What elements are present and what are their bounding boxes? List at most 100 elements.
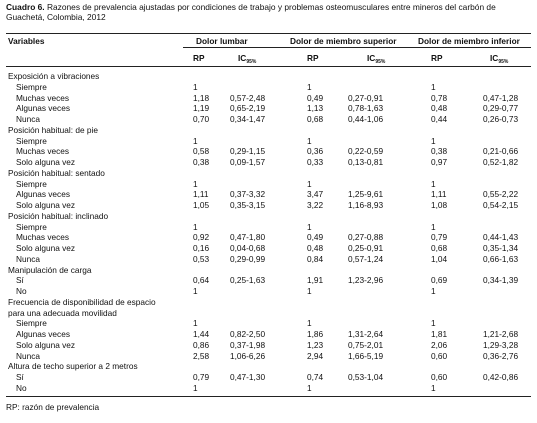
cell: 0,42-0,86	[483, 372, 519, 382]
section-title: Altura de techo superior a 2 metros	[8, 361, 138, 372]
cell: 1,11	[193, 189, 209, 200]
cell: 0,53	[193, 253, 210, 264]
row-label: No	[16, 382, 27, 393]
subheader: IC95%	[490, 53, 509, 65]
cell: 2,94	[307, 350, 324, 361]
cell: 1,06-6,26	[230, 350, 266, 361]
cell: 1	[193, 81, 198, 92]
rule	[6, 395, 531, 397]
cell: 0,34-1,39	[483, 275, 519, 286]
row-label: Nunca	[16, 350, 40, 361]
cell: 0,68	[307, 114, 324, 124]
cell: 0,25-1,63	[230, 275, 266, 286]
row-label: Siempre	[16, 81, 47, 92]
cell: 1,91	[307, 275, 324, 286]
row-label: Nunca	[16, 253, 40, 264]
cell: 1	[307, 221, 312, 232]
group-header: Dolor de miembro inferior	[418, 36, 520, 46]
row-label: Algunas veces	[16, 189, 70, 200]
cell: 0,82-2,50	[230, 329, 266, 339]
cell: 0,60	[431, 372, 448, 382]
cell: 1,31-2,64	[348, 329, 384, 339]
subheader: RP	[431, 53, 443, 63]
cell: 0,44	[431, 114, 448, 124]
cell: 0,55-2,22	[483, 189, 519, 200]
row-label: Nunca	[16, 114, 40, 124]
footnote: RP: razón de prevalencia	[6, 401, 100, 412]
subheader: RP	[193, 53, 205, 63]
subheader: IC95%	[367, 53, 386, 65]
cell: 1	[431, 81, 436, 92]
cell: 1	[307, 382, 312, 393]
cell: 1	[307, 178, 312, 189]
cell: 3,22	[307, 200, 324, 210]
cell: 1,81	[431, 329, 448, 339]
section-title: Posición habitual: inclinado	[8, 210, 109, 221]
cell: 1,05	[193, 200, 210, 210]
subheader: RP	[307, 53, 319, 63]
rule	[183, 47, 531, 48]
section-title: Manipulación de carga	[8, 264, 92, 275]
cell: 0,35-3,15	[230, 200, 266, 210]
cell: 1,11	[431, 189, 447, 200]
rule	[6, 33, 531, 34]
cell: 0,69	[431, 275, 448, 286]
cell: 0,78	[431, 92, 448, 103]
cell: 1	[307, 135, 312, 146]
row-label: Algunas veces	[16, 103, 70, 114]
cell: 1	[431, 135, 436, 146]
cell: 1,86	[307, 329, 324, 339]
cell: 1	[431, 382, 436, 393]
subheader-subscript: 95%	[246, 59, 257, 65]
cell: 0,44-1,06	[348, 114, 384, 124]
cell: 0,13-0,81	[348, 157, 384, 167]
cell: 0,57-2,48	[230, 92, 266, 103]
cell: 1	[307, 81, 312, 92]
cell: 0,48	[431, 103, 448, 114]
subheader-subscript: 95%	[375, 59, 386, 65]
cell: 1	[431, 221, 436, 232]
cell: 0,97	[431, 157, 448, 167]
cell: 0,04-0,68	[230, 243, 266, 253]
cell: 0,47-1,80	[230, 232, 266, 243]
cell: 0,79	[193, 372, 210, 382]
cell: 1	[193, 286, 198, 296]
cell: 0,38	[431, 146, 448, 157]
cell: 0,27-0,88	[348, 232, 384, 243]
group-header: Dolor lumbar	[196, 36, 248, 46]
row-label: Sí	[16, 275, 24, 286]
row-label: Muchas veces	[16, 92, 70, 103]
cell: 0,25-0,91	[348, 243, 384, 253]
cell: 0,09-1,57	[230, 157, 266, 167]
cell: 0,54-2,15	[483, 200, 519, 210]
cell: 0,65-2,19	[230, 103, 266, 114]
row-label: Siempre	[16, 318, 47, 329]
row-label: No	[16, 286, 27, 296]
cell: 0,68	[431, 243, 448, 253]
cell: 1,44	[193, 329, 210, 339]
cell: 0,34-1,47	[230, 114, 266, 124]
cell: 0,26-0,73	[483, 114, 519, 124]
cell: 1,18	[193, 92, 210, 103]
row-label: Siempre	[16, 135, 47, 146]
cell: 0,79	[431, 232, 448, 243]
cell: 1,13	[307, 103, 324, 114]
cell: 0,35-1,34	[483, 243, 519, 253]
cell: 0,49	[307, 232, 324, 243]
cell: 0,86	[193, 339, 210, 350]
cell: 1	[431, 318, 436, 329]
cell: 0,84	[307, 253, 324, 264]
cell: 0,22-0,59	[348, 146, 384, 157]
cell: 1,29-3,28	[483, 339, 519, 350]
caption-title: Razones de prevalencia ajustadas por con…	[6, 2, 496, 22]
row-label: Solo alguna vez	[16, 243, 76, 253]
cell: 3,47	[307, 189, 324, 200]
cell: 0,16	[193, 243, 210, 253]
cell: 1	[193, 318, 198, 329]
section-title: Frecuencia de disponibilidad de espacio	[8, 296, 156, 307]
subheader: IC95%	[238, 53, 257, 65]
cell: 1,66-5,19	[348, 350, 384, 361]
cell: 1,23	[307, 339, 324, 350]
cell: 1	[431, 178, 436, 189]
